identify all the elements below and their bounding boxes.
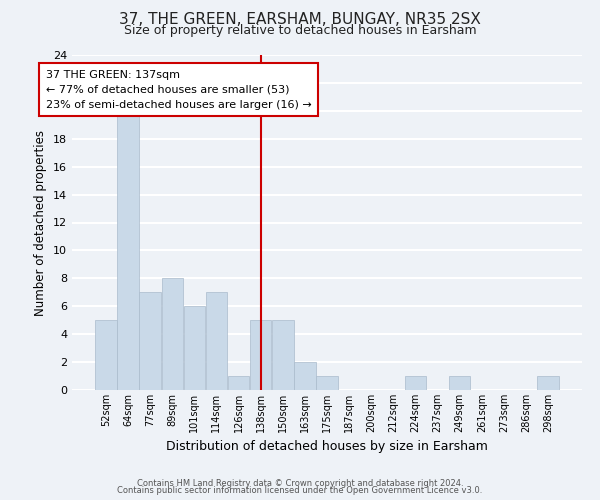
Bar bbox=[272, 320, 293, 390]
Text: 37, THE GREEN, EARSHAM, BUNGAY, NR35 2SX: 37, THE GREEN, EARSHAM, BUNGAY, NR35 2SX bbox=[119, 12, 481, 28]
Bar bbox=[294, 362, 316, 390]
Bar bbox=[405, 376, 426, 390]
Bar bbox=[161, 278, 183, 390]
X-axis label: Distribution of detached houses by size in Earsham: Distribution of detached houses by size … bbox=[166, 440, 488, 454]
Y-axis label: Number of detached properties: Number of detached properties bbox=[34, 130, 47, 316]
Bar bbox=[184, 306, 205, 390]
Text: Size of property relative to detached houses in Earsham: Size of property relative to detached ho… bbox=[124, 24, 476, 37]
Text: Contains HM Land Registry data © Crown copyright and database right 2024.: Contains HM Land Registry data © Crown c… bbox=[137, 478, 463, 488]
Bar bbox=[95, 320, 116, 390]
Bar bbox=[316, 376, 338, 390]
Bar bbox=[228, 376, 249, 390]
Bar bbox=[250, 320, 271, 390]
Bar bbox=[206, 292, 227, 390]
Bar bbox=[449, 376, 470, 390]
Bar bbox=[538, 376, 559, 390]
Bar bbox=[139, 292, 161, 390]
Bar bbox=[117, 111, 139, 390]
Text: 37 THE GREEN: 137sqm
← 77% of detached houses are smaller (53)
23% of semi-detac: 37 THE GREEN: 137sqm ← 77% of detached h… bbox=[46, 70, 312, 110]
Text: Contains public sector information licensed under the Open Government Licence v3: Contains public sector information licen… bbox=[118, 486, 482, 495]
